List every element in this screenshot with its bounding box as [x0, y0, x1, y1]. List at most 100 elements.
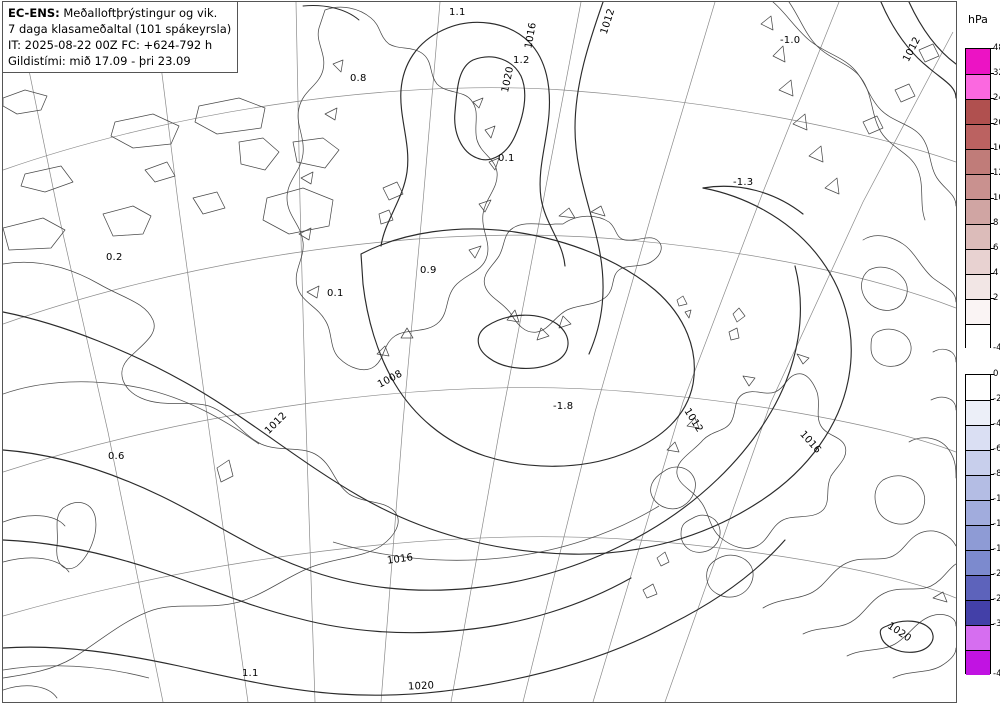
colorbar-tick-label: -4	[993, 419, 1000, 429]
colorbar-segment	[966, 625, 990, 650]
model-name: EC-ENS:	[8, 6, 60, 20]
colorbar-segment	[966, 124, 990, 149]
colorbar-tick-mark	[991, 248, 994, 249]
colorbar-segment	[966, 375, 990, 400]
colorbar-tick-mark	[991, 298, 994, 299]
colorbar-tick-mark	[991, 599, 994, 600]
colorbar-segment	[966, 299, 990, 324]
colorbar-segment	[966, 49, 990, 74]
colorbar-segment	[966, 600, 990, 625]
colorbar-segment	[966, 224, 990, 249]
anomaly-label: 1.1	[242, 668, 259, 679]
colorbar-tick-label: 4	[993, 268, 999, 278]
colorbar-tick-mark	[991, 574, 994, 575]
colorbar-segment	[966, 650, 990, 675]
chart-info-box: EC-ENS: Meðalloftþrýstingur og vik. 7 da…	[2, 1, 238, 73]
colorbar-segment	[966, 525, 990, 550]
colorbar-tick-mark	[991, 198, 994, 199]
anomaly-label: 0.6	[108, 451, 125, 462]
colorbar-tick-mark	[991, 48, 994, 49]
colorbar-segment	[966, 274, 990, 299]
colorbar-tick-mark	[991, 223, 994, 224]
colorbar-tick-label: 0	[993, 369, 999, 379]
colorbar-segment	[966, 324, 990, 349]
colorbar-segment	[966, 575, 990, 600]
colorbar-tick-mark	[991, 73, 994, 74]
colorbar-tick-label: 8	[993, 218, 999, 228]
negative-colorbar[interactable]	[965, 374, 991, 675]
colorbar-tick-mark	[991, 524, 994, 525]
colorbar-tick-label: -8	[993, 469, 1000, 479]
colorbar-tick-mark	[991, 173, 994, 174]
legend-unit-label: hPa	[968, 13, 988, 26]
colorbar-tick-label: -20	[993, 569, 1000, 579]
colorbar-segment	[966, 174, 990, 199]
colorbar-tick-mark	[991, 399, 994, 400]
colorbar-tick-label: 16	[993, 143, 1000, 153]
valid-time-line: Gildistími: mið 17.09 - þri 23.09	[8, 54, 191, 68]
colorbar-tick-label: -6	[993, 444, 1000, 454]
anomaly-label: 1.2	[513, 55, 530, 66]
colorbar-tick-label: -10	[993, 494, 1000, 504]
colorbar-tick-mark	[991, 499, 994, 500]
colorbar-tick-mark	[991, 624, 994, 625]
colorbar-tick-label: -24	[993, 594, 1000, 604]
colorbar-segment	[966, 249, 990, 274]
graticule	[3, 2, 956, 702]
colorbar-tick-label: -48	[993, 343, 1000, 353]
colorbar-tick-label: -48	[993, 669, 1000, 679]
anomaly-label: -1.3	[733, 177, 754, 188]
colorbar-tick-label: 10	[993, 193, 1000, 203]
colorbar-tick-mark	[991, 449, 994, 450]
anomaly-label: 0.2	[106, 252, 123, 263]
anomaly-label: 0.8	[350, 73, 367, 84]
colorbar-segment	[966, 400, 990, 425]
anomaly-label: 0.1	[498, 153, 515, 164]
colorbar-tick-label: -16	[993, 544, 1000, 554]
colorbar-segment	[966, 199, 990, 224]
colorbar-segment	[966, 450, 990, 475]
colorbar-tick-label: -32	[993, 619, 1000, 629]
colorbar-tick-mark	[991, 98, 994, 99]
colorbar-segment	[966, 74, 990, 99]
anomaly-contours	[3, 381, 660, 679]
init-forecast-line: IT: 2025-08-22 00Z FC: +624-792 h	[8, 38, 213, 52]
color-legend: hPa 48 32 24 20 16 12 10 8 6 4 2 -48 0 -2 -4 -6 -8 -10 -1…	[960, 0, 1000, 707]
colorbar-segment	[966, 149, 990, 174]
colorbar-tick-mark	[991, 273, 994, 274]
colorbar-tick-label: 2	[993, 293, 999, 303]
anomaly-label: 0.9	[420, 265, 437, 276]
colorbar-tick-mark	[991, 549, 994, 550]
colorbar-tick-label: 48	[993, 43, 1000, 53]
chart-subtitle: 7 daga klasameðaltal (101 spákeyrsla)	[8, 22, 232, 36]
anomaly-label: -1.0	[780, 35, 801, 46]
colorbar-tick-label: -2	[993, 394, 1000, 404]
coastlines	[3, 2, 956, 699]
isobar-label: 1020	[407, 680, 435, 693]
colorbar-tick-label: 32	[993, 68, 1000, 78]
colorbar-tick-mark	[991, 374, 994, 375]
anomaly-label: 1.1	[449, 7, 466, 18]
colorbar-tick-label: 6	[993, 243, 999, 253]
colorbar-tick-mark	[991, 148, 994, 149]
colorbar-segment	[966, 550, 990, 575]
colorbar-segment	[966, 475, 990, 500]
colorbar-segment	[966, 500, 990, 525]
colorbar-tick-mark	[991, 474, 994, 475]
isobars	[3, 2, 956, 696]
colorbar-tick-mark	[991, 123, 994, 124]
chart-title-text: Meðalloftþrýstingur og vik.	[59, 6, 218, 20]
colorbar-tick-mark	[991, 424, 994, 425]
colorbar-segment	[966, 99, 990, 124]
colorbar-tick-label: 24	[993, 93, 1000, 103]
map-panel[interactable]: 1020 1016 1012 1012 1008 1012 1012 1016 …	[2, 1, 957, 703]
colorbar-segment	[966, 425, 990, 450]
colorbar-tick-label: -12	[993, 519, 1000, 529]
positive-colorbar[interactable]	[965, 48, 991, 349]
map-canvas	[3, 2, 956, 702]
colorbar-tick-label: 20	[993, 118, 1000, 128]
anomaly-label: 0.1	[327, 288, 344, 299]
colorbar-tick-label: 12	[993, 168, 1000, 178]
chart-title-line: EC-ENS: Meðalloftþrýstingur og vik.	[8, 5, 232, 21]
